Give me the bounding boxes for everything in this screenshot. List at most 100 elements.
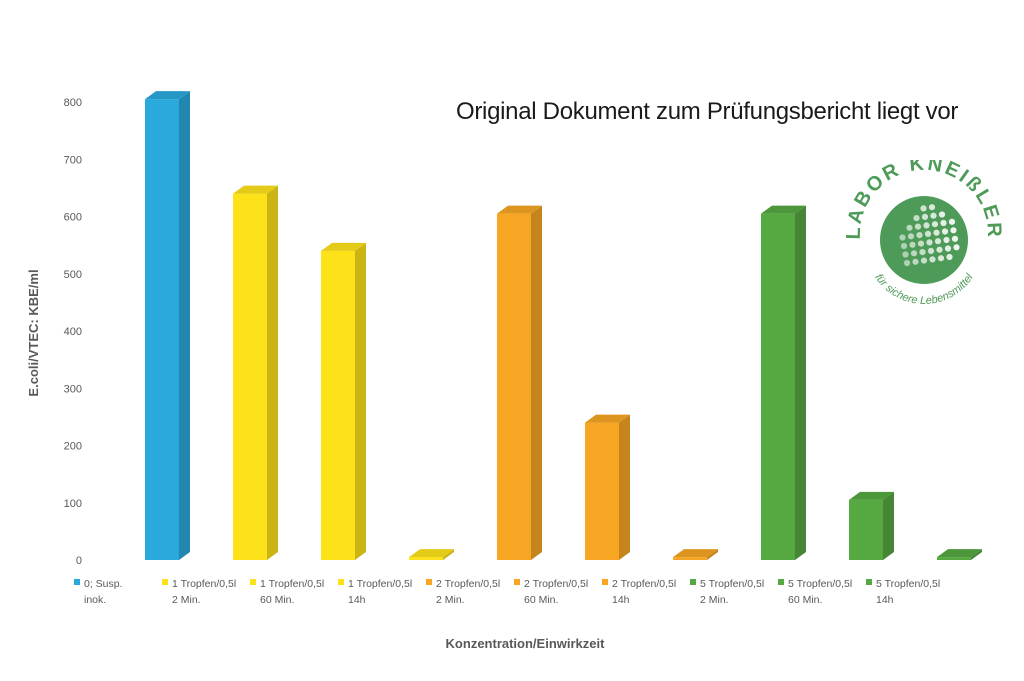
bar-front (673, 557, 707, 560)
bar (849, 491, 894, 560)
bar (321, 242, 366, 560)
logo-dot (953, 244, 960, 251)
y-tick-label: 500 (64, 269, 82, 281)
y-tick-label: 0 (76, 555, 82, 567)
logo-dot (931, 221, 939, 228)
y-axis-title: E.coli/VTEC: KBE/ml (26, 269, 41, 396)
document-note: Original Dokument zum Prüfungsbericht li… (456, 98, 959, 125)
y-axis-ticks: 0 100 200 300 400 500 600 700 800 (64, 97, 82, 567)
logo-dot (943, 236, 950, 244)
bar-front (849, 499, 883, 560)
bar-side (795, 205, 806, 560)
category-label-line1: 2 Tropfen/0,5l (612, 578, 676, 590)
category-label-line1: 2 Tropfen/0,5l (436, 578, 500, 590)
bar (673, 549, 718, 560)
category-label-line1: 1 Tropfen/0,5l (172, 578, 236, 590)
category-label-line2: 60 Min. (260, 594, 294, 606)
category-label-line2: inok. (84, 594, 106, 606)
bar-side (267, 185, 278, 560)
x-axis-title: Konzentration/Einwirkzeit (446, 636, 606, 651)
bar-top (585, 414, 630, 423)
category-label-line2: 60 Min. (524, 594, 558, 606)
logo-dot (944, 245, 952, 252)
bar-front (585, 422, 619, 560)
bar-side (355, 242, 366, 560)
bar-top (673, 549, 718, 558)
logo-seal: LABOR KNEIßLER für sichere Lebensmittel (843, 153, 1003, 307)
legend-marker (690, 579, 696, 585)
bars (145, 91, 982, 560)
logo-dot (941, 228, 949, 235)
logo-dot (940, 219, 947, 227)
logo-dot (921, 213, 929, 220)
logo-dot (900, 242, 908, 250)
y-tick-label: 800 (64, 97, 82, 109)
category-label-line2: 14h (612, 594, 630, 606)
logo-dot (927, 247, 935, 254)
y-tick-label: 200 (64, 441, 82, 453)
bar-front (497, 213, 531, 560)
bar-front (233, 193, 267, 560)
category-label-line2: 60 Min. (788, 594, 822, 606)
category-label-line1: 1 Tropfen/0,5l (348, 578, 412, 590)
category-label-line2: 2 Min. (700, 594, 729, 606)
bar-front (761, 213, 795, 560)
category-label-line1: 0; Susp. (84, 578, 123, 590)
bar (937, 549, 982, 560)
logo-circle (880, 196, 968, 284)
category-label: 1 Tropfen/0,5l 60 Min. (250, 578, 324, 606)
logo-dot (926, 239, 933, 246)
logo-dot (929, 256, 936, 263)
logo-dot (902, 251, 909, 258)
bar (145, 91, 190, 560)
logo-dot (930, 212, 937, 219)
category-label: 1 Tropfen/0,5l 14h (338, 578, 412, 606)
logo-dot (937, 255, 945, 262)
bar-front (937, 557, 971, 560)
bar-side (443, 549, 454, 560)
bar-top (145, 91, 190, 100)
logo-dot (938, 211, 946, 218)
category-label: 5 Tropfen/0,5l 14h (866, 578, 940, 606)
legend-marker (250, 579, 256, 585)
logo-dot (948, 218, 956, 225)
bar-top (233, 185, 278, 194)
logo-dot (906, 224, 913, 231)
labor-kneissler-logo: LABOR KNEIßLER für sichere Lebensmittel (836, 153, 1012, 320)
logo-dot (914, 223, 922, 230)
logo-dot (912, 258, 919, 265)
bar (497, 205, 542, 560)
category-label-line2: 14h (876, 594, 894, 606)
logo-dot (934, 238, 942, 245)
logo-dot (899, 234, 906, 241)
category-label-line1: 5 Tropfen/0,5l (876, 578, 940, 590)
category-label: 0; Susp. inok. (74, 578, 123, 606)
logo-dot (936, 246, 943, 253)
y-tick-label: 600 (64, 212, 82, 224)
logo-dot (933, 229, 940, 236)
category-label-line1: 1 Tropfen/0,5l (260, 578, 324, 590)
category-label-line2: 2 Min. (172, 594, 201, 606)
logo-dot (920, 205, 927, 212)
logo-dot (913, 215, 920, 222)
bar-side (971, 549, 982, 560)
legend-marker (338, 579, 344, 585)
logo-dot (909, 241, 916, 248)
bar-front (145, 99, 179, 560)
bar-top (849, 491, 894, 500)
logo-dot (951, 235, 959, 242)
bar-top (321, 242, 366, 251)
logo-dot (917, 240, 925, 247)
logo-dot (910, 250, 918, 257)
category-label: 5 Tropfen/0,5l 2 Min. (690, 578, 764, 606)
bar-side (531, 205, 542, 560)
legend-marker (866, 579, 872, 585)
category-label: 2 Tropfen/0,5l 60 Min. (514, 578, 588, 606)
y-tick-label: 400 (64, 326, 82, 338)
logo-dot (924, 230, 932, 237)
category-label-line2: 14h (348, 594, 366, 606)
bar (585, 414, 630, 560)
bar-side (179, 91, 190, 560)
bar (409, 549, 454, 560)
y-tick-label: 700 (64, 154, 82, 166)
